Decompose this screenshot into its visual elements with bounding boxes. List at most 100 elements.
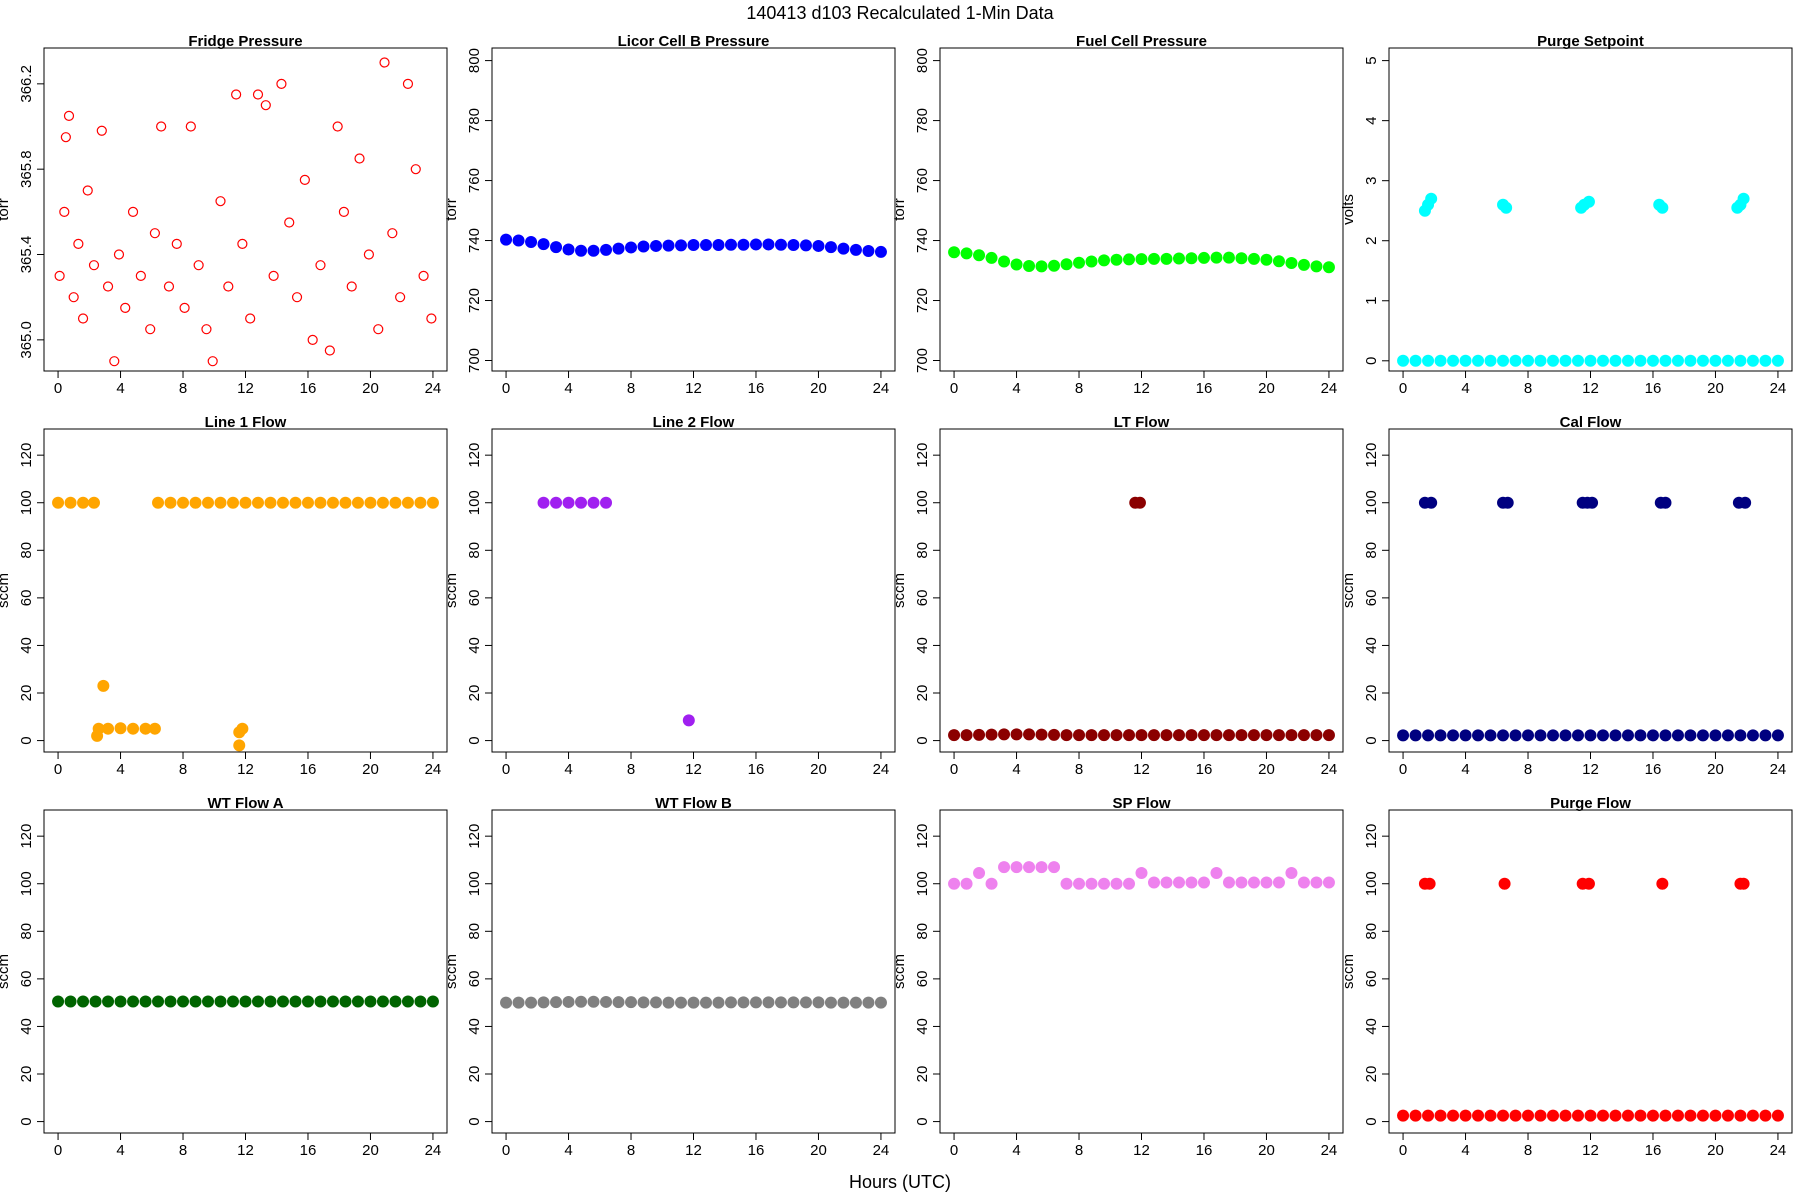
point (214, 995, 227, 1008)
point (60, 132, 71, 143)
y-tick-label: 60 (914, 971, 931, 988)
x-tick-label: 8 (179, 1142, 187, 1159)
x-tick-label: 16 (1645, 1142, 1662, 1159)
y-tick-label: 120 (914, 443, 931, 468)
point (1310, 876, 1323, 889)
y-axis-label: sccm (0, 573, 12, 608)
point (1210, 867, 1223, 880)
panel: SP Flow sccm 0 4 8 12 16 20 24 0 20 40 60 80 100 120 (891, 795, 1344, 1159)
y-tick-label: 60 (914, 590, 931, 607)
x-tick-label: 20 (1258, 761, 1275, 778)
point (189, 496, 202, 509)
point (1310, 260, 1323, 273)
point (562, 496, 575, 509)
y-tick-label: 120 (466, 824, 483, 849)
plot-frame (43, 809, 448, 1134)
point (1609, 354, 1622, 367)
point (1222, 251, 1235, 264)
point (1609, 729, 1622, 742)
y-tick-label: 80 (466, 542, 483, 559)
x-tick-label: 0 (950, 1142, 958, 1159)
point (1671, 1109, 1684, 1122)
point (1285, 867, 1298, 880)
point (102, 722, 115, 735)
point (284, 217, 295, 228)
x-tick-label: 24 (1770, 380, 1787, 397)
point (1746, 354, 1759, 367)
point (1534, 729, 1547, 742)
point (637, 240, 650, 253)
point (189, 995, 202, 1008)
x-tick-label: 4 (564, 761, 572, 778)
point (102, 995, 115, 1008)
point (251, 995, 264, 1008)
point (301, 995, 314, 1008)
x-tick-label: 12 (1133, 761, 1150, 778)
point (948, 877, 961, 890)
point (54, 270, 65, 281)
point (985, 728, 998, 741)
point (1160, 729, 1173, 742)
point (1734, 354, 1747, 367)
point (562, 995, 575, 1008)
x-tick-label: 12 (237, 1142, 254, 1159)
point (1621, 729, 1634, 742)
point (1285, 257, 1298, 270)
point (164, 496, 177, 509)
point (612, 242, 625, 255)
point (1425, 192, 1438, 205)
y-tick-label: 80 (914, 923, 931, 940)
point (1409, 729, 1422, 742)
point (1123, 253, 1136, 266)
panel: Cal Flow sccm 0 4 8 12 16 20 24 0 20 40 60 80 100 120 (1340, 414, 1793, 778)
point (960, 877, 973, 890)
plot-frame (491, 809, 896, 1134)
plot-frame (43, 428, 448, 753)
y-tick-label: 1 (1363, 297, 1380, 305)
point (1547, 354, 1560, 367)
point (214, 496, 227, 509)
point (1172, 729, 1185, 742)
point (1759, 1109, 1772, 1122)
point (299, 174, 310, 185)
panel: LT Flow sccm 0 4 8 12 16 20 24 0 20 40 60 80 100 120 (891, 414, 1344, 778)
point (239, 496, 252, 509)
y-tick-label: 800 (914, 48, 931, 73)
point (231, 89, 242, 100)
point (824, 241, 837, 254)
x-tick-label: 24 (873, 380, 890, 397)
point (1297, 876, 1310, 889)
point (63, 110, 75, 121)
x-tick-label: 12 (1133, 1142, 1150, 1159)
point (1222, 876, 1235, 889)
point (177, 496, 190, 509)
point (550, 496, 563, 509)
y-tick-label: 740 (466, 228, 483, 253)
y-tick-label: 80 (914, 542, 931, 559)
point (1285, 729, 1298, 742)
point (193, 260, 204, 271)
point (245, 313, 256, 324)
y-tick-label: 40 (466, 1018, 483, 1035)
x-tick-label: 12 (685, 761, 702, 778)
x-tick-label: 8 (627, 761, 635, 778)
point (120, 302, 131, 313)
point (152, 496, 165, 509)
point (1235, 252, 1248, 265)
point (612, 996, 625, 1009)
y-tick-label: 80 (18, 923, 35, 940)
y-axis-label: sccm (0, 954, 12, 989)
point (373, 324, 384, 335)
point (737, 238, 750, 251)
point (1459, 1109, 1472, 1122)
x-tick-label: 24 (873, 1142, 890, 1159)
point (64, 496, 77, 509)
point (1559, 729, 1572, 742)
point (1709, 354, 1722, 367)
point (1671, 729, 1684, 742)
point (148, 722, 161, 735)
point (1110, 729, 1123, 742)
point (1073, 877, 1086, 890)
point (1696, 354, 1709, 367)
point (1547, 1109, 1560, 1122)
